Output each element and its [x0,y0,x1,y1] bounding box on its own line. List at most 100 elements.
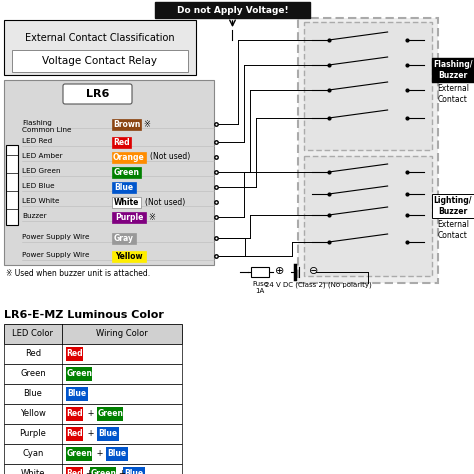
Text: Red: Red [113,138,130,147]
Bar [112,197,141,208]
Text: LR6: LR6 [86,89,109,99]
Text: External
Contact: External Contact [437,220,469,240]
Text: 24 V DC (Class 2) (No polarity): 24 V DC (Class 2) (No polarity) [264,281,371,288]
Text: LR6-E-MZ Luminous Color: LR6-E-MZ Luminous Color [4,310,164,320]
Text: LED Blue: LED Blue [22,183,55,189]
Text: Fuse: Fuse [252,281,268,287]
Bar [123,467,145,474]
Text: External
Contact: External Contact [437,84,469,104]
Bar [251,267,269,277]
Text: Wiring Color: Wiring Color [96,329,148,338]
Text: LED Red: LED Red [22,138,52,144]
Bar [97,407,124,421]
Bar [112,119,141,130]
Bar [4,404,182,424]
Bar [106,447,128,461]
Text: Green: Green [66,449,92,458]
Text: Power Supply Wire: Power Supply Wire [22,234,90,240]
Bar [4,384,182,404]
Bar [112,182,136,193]
Text: Lighting/
Buzzer: Lighting/ Buzzer [434,196,472,216]
Bar [66,347,83,361]
Text: Yellow: Yellow [115,252,143,261]
Text: Green: Green [97,410,123,419]
Text: +: + [85,470,92,474]
Text: Red: Red [66,410,83,419]
Bar [4,20,196,75]
Bar [432,194,474,218]
Bar [304,22,432,150]
Text: LED Color: LED Color [12,329,54,338]
Text: ⊖: ⊖ [309,266,319,276]
Text: LED Amber: LED Amber [22,153,63,159]
Bar [6,145,18,225]
Text: Buzzer: Buzzer [22,213,46,219]
Bar [304,156,432,276]
Text: Purple: Purple [19,429,46,438]
Bar [155,2,310,18]
Bar [112,167,141,178]
Bar [12,50,188,72]
Text: Blue: Blue [125,470,144,474]
Text: Flashing
Common Line: Flashing Common Line [22,120,72,133]
Text: Red: Red [25,349,41,358]
Text: Blue: Blue [99,429,118,438]
Bar [66,467,83,474]
Text: Flashing/
Buzzer: Flashing/ Buzzer [433,60,473,80]
Text: Green: Green [66,370,92,379]
Bar [66,427,83,441]
Bar [4,464,182,474]
Bar [4,364,182,384]
Bar [4,424,182,444]
Text: Yellow: Yellow [20,410,46,419]
Bar [112,233,136,244]
Text: White: White [21,470,45,474]
Text: Red: Red [66,429,83,438]
Text: Red: Red [66,470,83,474]
Text: Gray: Gray [114,234,134,243]
Text: Green: Green [113,168,139,177]
Text: Cyan: Cyan [22,449,44,458]
Bar [90,467,117,474]
Text: External Contact Classification: External Contact Classification [25,33,175,43]
Bar [66,407,83,421]
Text: ※: ※ [148,212,155,221]
Bar [432,58,474,82]
Text: (Not used): (Not used) [145,198,185,207]
Bar [298,18,438,283]
Text: Do not Apply Voltage!: Do not Apply Voltage! [177,6,288,15]
Bar [97,427,119,441]
Text: Red: Red [66,349,83,358]
Bar [4,80,214,265]
Text: +: + [85,410,98,419]
Text: Green: Green [20,370,46,379]
Bar [66,447,92,461]
Text: Blue: Blue [24,390,43,399]
Text: Voltage Contact Relay: Voltage Contact Relay [43,56,157,66]
Text: +: + [94,449,107,458]
Bar [4,324,182,344]
Text: 1A: 1A [255,288,264,294]
Text: ※: ※ [143,119,150,128]
Bar [66,367,92,381]
Bar [66,387,88,401]
Text: White: White [114,198,139,207]
Text: LED Green: LED Green [22,168,61,174]
Text: Power Supply Wire: Power Supply Wire [22,252,90,258]
Text: Brown: Brown [113,120,140,129]
Text: Orange: Orange [113,153,145,162]
Text: ※ Used when buzzer unit is attached.: ※ Used when buzzer unit is attached. [6,269,150,278]
Bar [112,137,131,148]
FancyBboxPatch shape [63,84,132,104]
Bar [4,444,182,464]
Text: (Not used): (Not used) [150,153,190,162]
Bar [4,344,182,364]
Bar [112,152,146,163]
Bar [112,251,146,262]
Text: ⊕: ⊕ [275,266,285,276]
Bar [112,212,146,223]
Text: Blue: Blue [108,449,127,458]
Text: Green: Green [90,470,116,474]
Text: Blue: Blue [114,183,134,192]
Text: Purple: Purple [115,213,143,222]
